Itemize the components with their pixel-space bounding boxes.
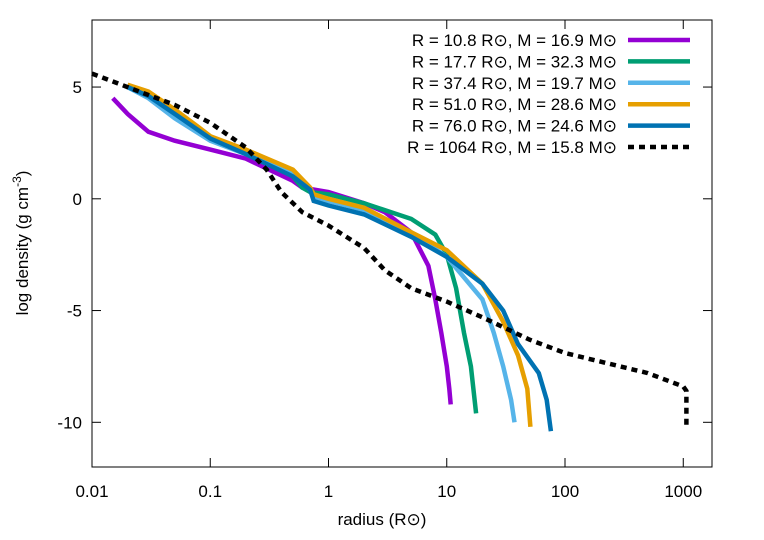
x-axis-label: radius (R⊙) xyxy=(338,510,427,529)
y-label-text: log density (g cm xyxy=(13,187,32,316)
y-label-end: ) xyxy=(13,171,32,177)
series-line xyxy=(126,85,479,414)
legend-label: R = 51.0 R⊙, M = 28.6 M⊙ xyxy=(412,95,617,114)
y-tick-label: 0 xyxy=(73,190,82,209)
legend-label: R = 17.7 R⊙, M = 32.3 M⊙ xyxy=(412,52,617,71)
series-line xyxy=(126,82,533,427)
y-tick-label: -10 xyxy=(57,413,82,432)
y-tick-label: 5 xyxy=(73,78,82,97)
plot-frame xyxy=(91,19,713,468)
x-tick-label: 1000 xyxy=(664,482,702,501)
legend-label: R = 10.8 R⊙, M = 16.9 M⊙ xyxy=(412,31,617,50)
legend-label: R = 1064 R⊙, M = 15.8 M⊙ xyxy=(407,138,617,157)
y-tick-label: -5 xyxy=(67,302,82,321)
series-line xyxy=(126,85,554,432)
x-tick-label: 0.01 xyxy=(75,482,108,501)
legend-label: R = 76.0 R⊙, M = 24.6 M⊙ xyxy=(412,117,617,136)
x-tick-label: 10 xyxy=(437,482,456,501)
x-tick-label: 0.1 xyxy=(198,482,222,501)
y-label-sup: -3 xyxy=(10,176,24,187)
legend-label: R = 37.4 R⊙, M = 19.7 M⊙ xyxy=(412,74,617,93)
series-line xyxy=(91,71,689,427)
x-tick-label: 1 xyxy=(324,482,333,501)
x-tick-label: 100 xyxy=(551,482,579,501)
series-line xyxy=(111,96,453,405)
y-axis-label: log density (g cm-3) xyxy=(10,171,32,316)
